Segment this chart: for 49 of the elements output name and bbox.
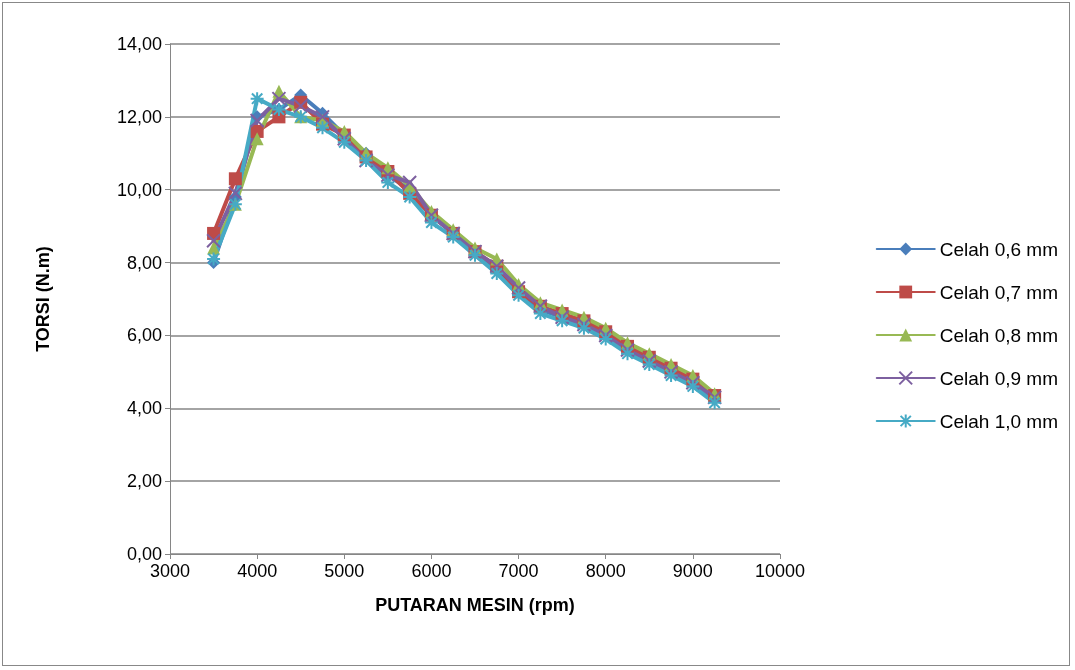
point (249, 91, 265, 107)
x-tick-label: 3000 (149, 561, 191, 581)
legend-label: Celah 0,7 mm (939, 281, 1059, 303)
legend-label: Celah 0,9 mm (939, 367, 1059, 389)
point (707, 395, 723, 411)
x-tick-label: 7000 (498, 561, 539, 581)
point (271, 91, 287, 107)
x-tick-label: 8000 (585, 561, 626, 581)
point (663, 368, 679, 383)
x-axis-title: PUTARAN MESIN (rpm) (375, 595, 575, 615)
point (228, 172, 242, 186)
y-tick-label: 6,00 (126, 325, 162, 346)
legend-label: Celah 0,6 mm (939, 238, 1059, 260)
y-tick-label: 4,00 (126, 398, 162, 419)
point (598, 331, 614, 347)
point (249, 113, 265, 128)
x-tick-label: 10000 (754, 561, 806, 581)
point (423, 215, 439, 230)
y-tick-label: 12,00 (116, 106, 162, 127)
point (380, 174, 396, 190)
point (489, 266, 505, 281)
y-tick-label: 10,00 (116, 179, 162, 200)
point (620, 346, 635, 362)
point (293, 98, 309, 114)
y-tick-label: 14,00 (116, 34, 162, 54)
y-tick-label: 0,00 (126, 544, 162, 564)
y-tick-label: 2,00 (126, 471, 162, 492)
x-tick-label: 9000 (672, 561, 713, 581)
x-tick-label: 6000 (411, 561, 452, 581)
point (402, 189, 418, 205)
point (315, 120, 330, 136)
point (250, 132, 264, 146)
point (402, 174, 418, 190)
point (511, 280, 527, 296)
x-tick-label: 4000 (237, 561, 278, 581)
x-tick-label: 5000 (324, 561, 365, 581)
legend-label: Celah 1,0 mm (939, 410, 1059, 432)
point (206, 251, 222, 267)
point (511, 287, 527, 303)
point (206, 233, 222, 249)
point (445, 229, 461, 245)
point (315, 109, 330, 125)
point (532, 306, 548, 322)
y-axis-title: TORSI (N.m) (33, 246, 53, 352)
point (641, 357, 657, 373)
point (227, 185, 243, 201)
y-tick-label: 8,00 (126, 252, 162, 273)
point (554, 313, 570, 329)
legend-label: Celah 0,8 mm (939, 324, 1059, 346)
